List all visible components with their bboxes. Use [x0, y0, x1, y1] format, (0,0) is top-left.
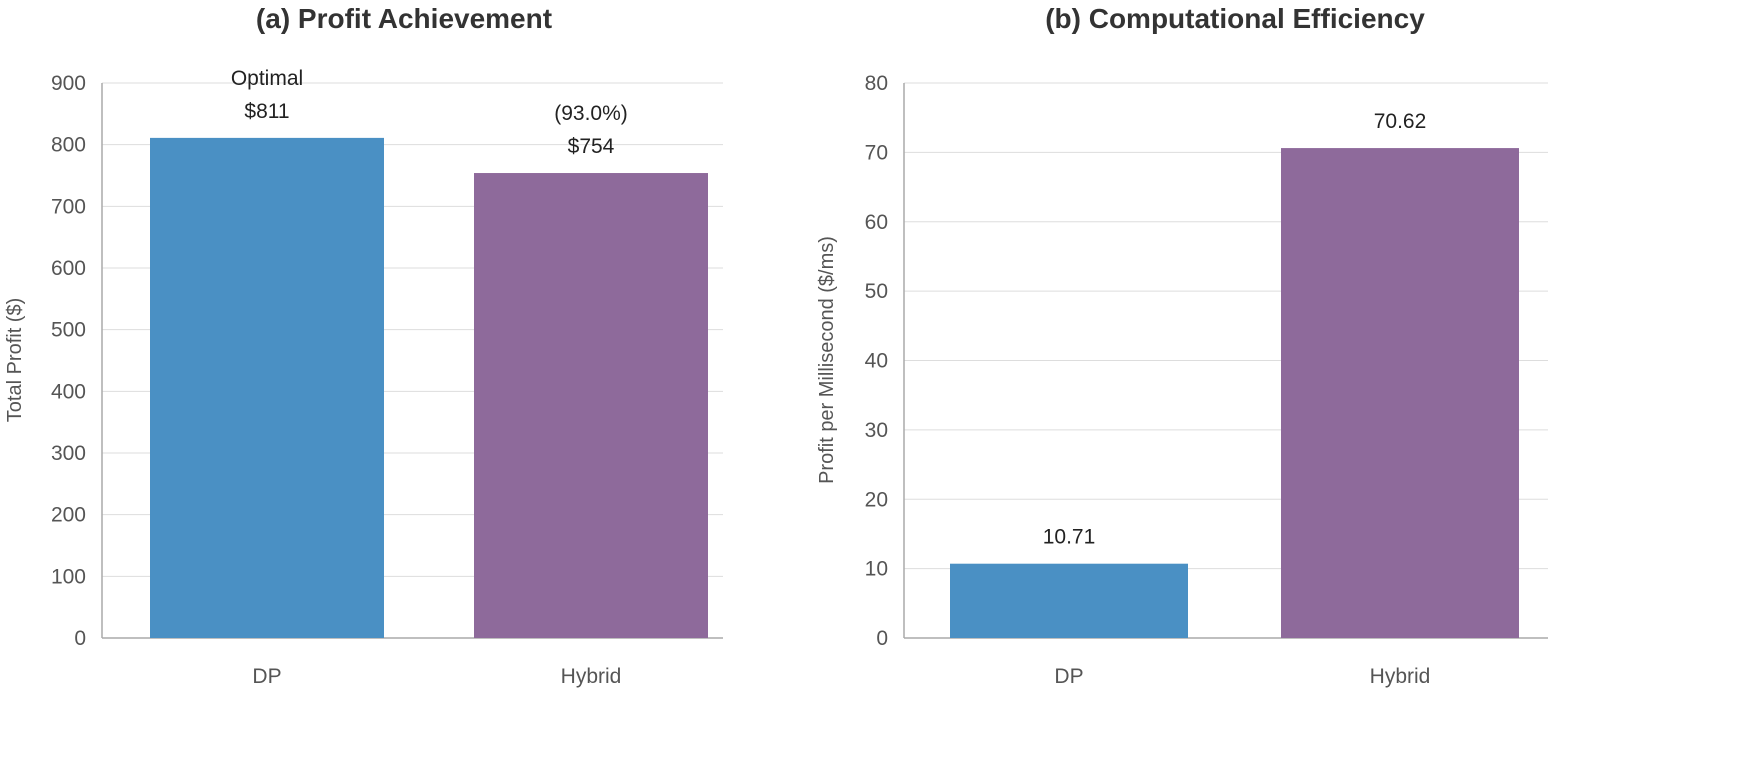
chart-a-y-tick-label: 500: [51, 319, 86, 342]
chart-a-y-tick-label: 100: [51, 565, 86, 588]
chart-b-bar-hybrid: [1281, 148, 1519, 639]
chart-a-bar-dp: [150, 137, 384, 638]
chart-b-y-tick-label: 20: [865, 488, 888, 511]
chart-a-y-tick-label: 700: [51, 195, 86, 218]
chart-b-y-tick-label: 0: [876, 627, 888, 650]
chart-a-bar-hybrid: [474, 173, 708, 639]
chart-b-y-tick-label: 60: [865, 211, 888, 234]
chart-a-y-tick-label: 900: [51, 72, 86, 95]
chart-b-y-tick-label: 50: [865, 280, 888, 303]
chart-a-y-axis-label: Total Profit ($): [4, 298, 26, 422]
chart-b-data-label-dp: 10.71: [1043, 526, 1096, 549]
chart-a-data-label-hybrid: $754: [568, 135, 615, 158]
chart-b-y-tick-label: 70: [865, 141, 888, 164]
chart-a-y-tick-label: 0: [74, 627, 86, 650]
chart-a-x-tick-label-dp: DP: [252, 665, 281, 688]
chart-b-y-tick-label: 40: [865, 350, 888, 373]
chart-a-data-label-dp: $811: [244, 100, 289, 123]
chart-a-y-tick-label: 800: [51, 134, 86, 157]
chart-b-data-label-hybrid: 70.62: [1374, 110, 1427, 133]
chart-a-y-tick-label: 300: [51, 442, 86, 465]
chart-a-y-tick-label: 200: [51, 504, 86, 527]
chart-profit-achievement: (a) Profit Achievement Total Profit ($) …: [4, 3, 723, 688]
chart-b-y-tick-label: 80: [865, 72, 888, 95]
chart-b-y-tick-label: 10: [865, 558, 888, 581]
chart-a-y-tick-label: 400: [51, 380, 86, 403]
chart-b-bar-dp: [950, 563, 1188, 638]
chart-b-y-tick-label: 30: [865, 419, 888, 442]
chart-b-x-tick-label-hybrid: Hybrid: [1370, 665, 1431, 688]
chart-a-x-tick-label-hybrid: Hybrid: [561, 665, 622, 688]
chart-computational-efficiency: (b) Computational Efficiency Profit per …: [816, 3, 1548, 688]
chart-b-x-tick-label-dp: DP: [1054, 665, 1083, 688]
chart-a-data-label-dp: Optimal: [231, 67, 303, 90]
chart-a-y-tick-label: 600: [51, 257, 86, 280]
chart-a-data-label-hybrid: (93.0%): [554, 102, 628, 125]
chart-a-title: (a) Profit Achievement: [256, 3, 552, 34]
chart-b-y-axis-label: Profit per Millisecond ($/ms): [816, 236, 838, 484]
chart-b-title: (b) Computational Efficiency: [1045, 3, 1425, 34]
